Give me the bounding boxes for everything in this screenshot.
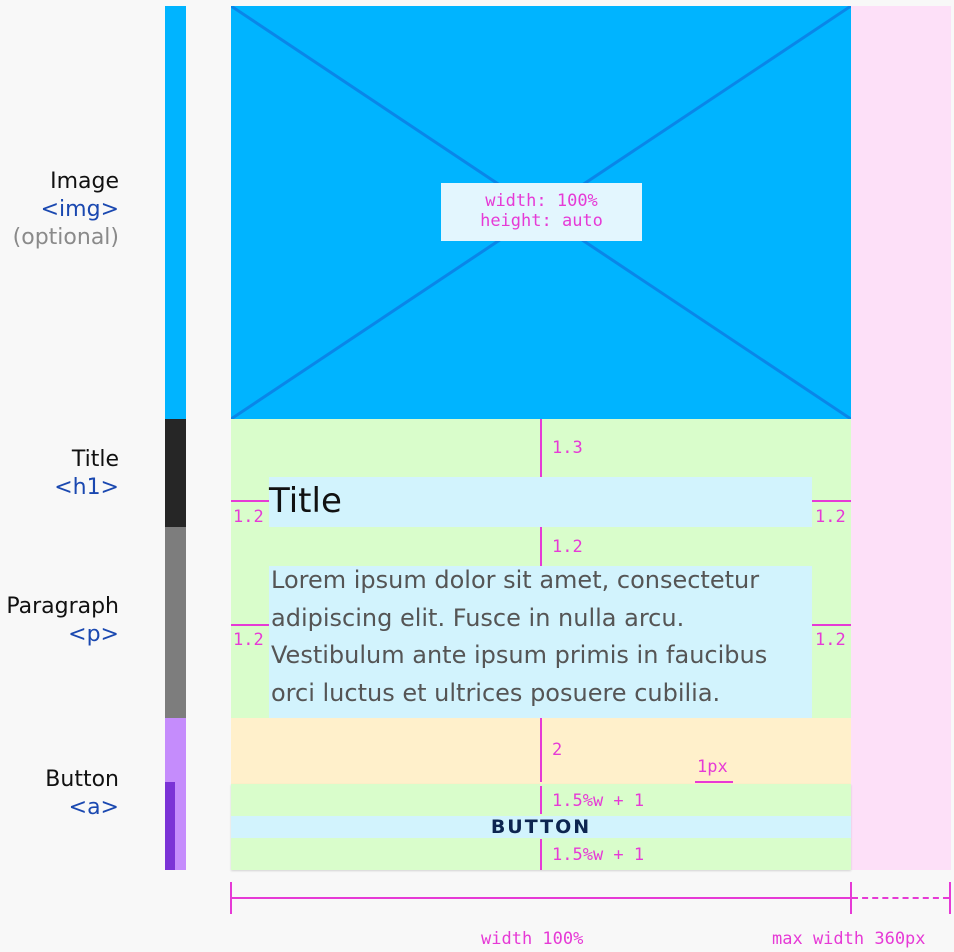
image-size-note: width: 100% height: auto — [441, 183, 642, 241]
title-label-name: Title — [71, 447, 119, 472]
paragraph-label-tag: <p> — [68, 622, 119, 647]
title-left-marker — [231, 500, 269, 502]
image-bar — [165, 6, 186, 419]
max-width-dimension-line — [852, 897, 949, 899]
border-width-note: 1px — [697, 757, 728, 777]
paragraph-line: orci luctus et ultrices posuere cubilia. — [271, 678, 721, 707]
max-width-area — [851, 6, 951, 870]
paragraph-label: Paragraph <p> — [6, 593, 119, 649]
button-bar-inner — [165, 782, 175, 870]
button-label-tag: <a> — [68, 795, 119, 820]
button-top-spacing: 2 — [552, 740, 563, 760]
card-paragraph: Lorem ipsum dolor sit amet, consectetur a… — [271, 562, 767, 712]
button-pad-top-spacing: 1.5%w + 1 — [552, 791, 645, 811]
card-title: Title — [269, 481, 342, 521]
paragraph-line: Vestibulum ante ipsum primis in faucibus — [271, 641, 768, 669]
title-bar — [165, 419, 186, 527]
paragraph-right-spacing: 1.2 — [815, 630, 846, 650]
title-top-marker — [540, 419, 542, 477]
width-dimension-line — [231, 897, 851, 899]
image-label-name: Image — [50, 169, 119, 194]
card-button[interactable]: BUTTON — [231, 816, 851, 838]
title-top-spacing: 1.3 — [552, 438, 583, 458]
paragraph-right-marker — [812, 624, 851, 626]
card-button-label: BUTTON — [490, 816, 592, 838]
paragraph-left-marker — [231, 624, 269, 626]
paragraph-label-name: Paragraph — [6, 594, 119, 619]
title-left-spacing: 1.2 — [233, 507, 264, 527]
button-pad-bottom-spacing: 1.5%w + 1 — [552, 845, 645, 865]
card-title-box: Title — [269, 477, 812, 527]
paragraph-line: Lorem ipsum dolor sit amet, consectetur — [271, 566, 760, 594]
card-paragraph-box: Lorem ipsum dolor sit amet, consectetur a… — [269, 566, 812, 718]
title-label-tag: <h1> — [54, 475, 119, 500]
paragraph-top-spacing: 1.2 — [552, 537, 583, 557]
image-height-note: height: auto — [480, 211, 603, 231]
paragraph-bar — [165, 527, 186, 718]
button-label: Button <a> — [45, 766, 119, 822]
button-pad-top-marker — [540, 786, 542, 814]
max-width-label: max width 360px — [772, 929, 926, 949]
title-right-spacing: 1.2 — [815, 507, 846, 527]
image-label-tag: <img> — [40, 197, 119, 222]
image-placeholder: width: 100% height: auto — [231, 6, 851, 419]
button-top-marker — [540, 718, 542, 782]
width-end-tick — [850, 882, 852, 914]
paragraph-top-marker — [540, 527, 542, 566]
image-label-note: (optional) — [12, 225, 119, 250]
paragraph-line: adipiscing elit. Fusce in nulla arcu. — [271, 603, 685, 632]
title-right-marker — [812, 500, 851, 502]
button-label-name: Button — [45, 767, 119, 792]
width-label: width 100% — [481, 929, 584, 949]
max-width-end-tick — [949, 882, 951, 914]
title-label: Title <h1> — [54, 446, 119, 502]
image-width-note: width: 100% — [485, 191, 598, 211]
button-pad-bottom-marker — [540, 839, 542, 870]
border-width-marker — [695, 781, 733, 783]
image-label: Image <img> (optional) — [13, 168, 119, 252]
paragraph-left-spacing: 1.2 — [233, 630, 264, 650]
